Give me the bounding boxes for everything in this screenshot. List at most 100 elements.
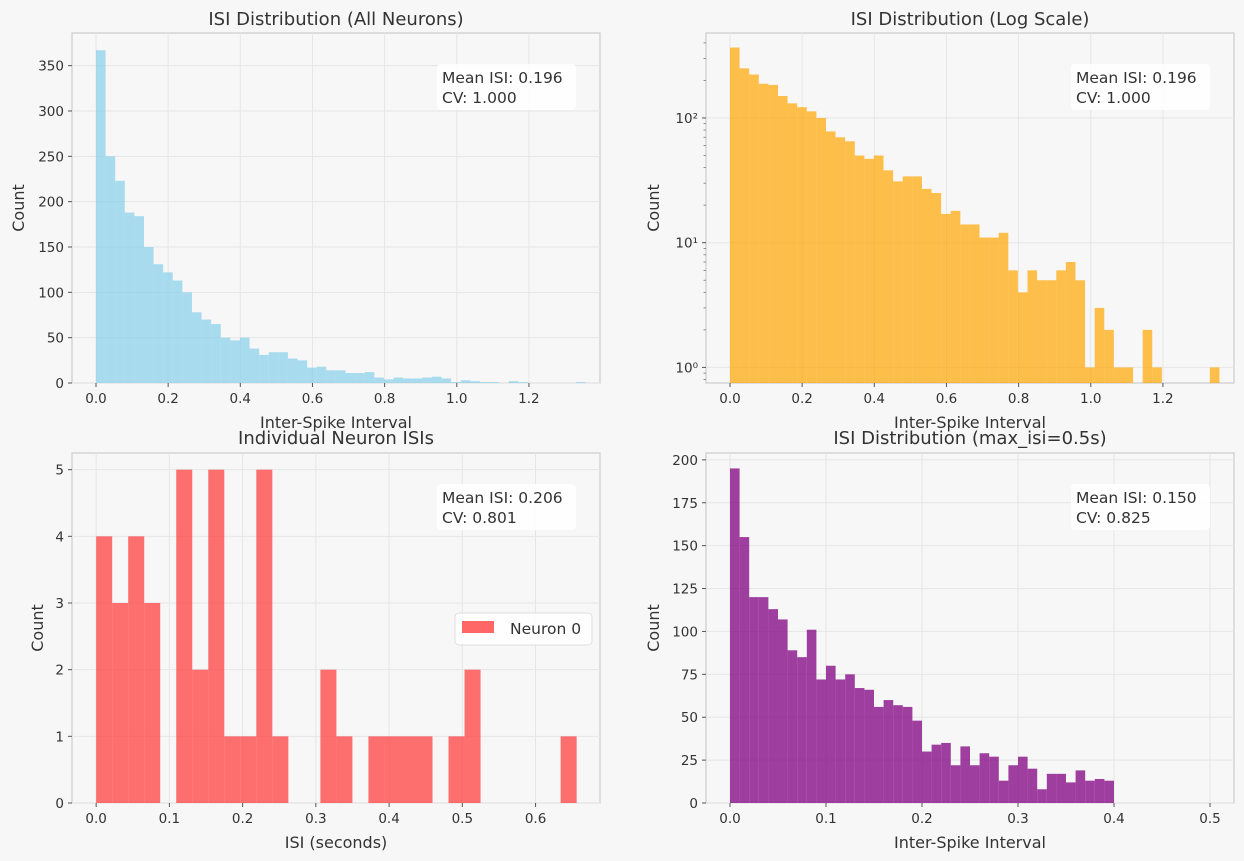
histogram-bar: [1046, 280, 1057, 383]
histogram-bar: [172, 280, 183, 383]
stats-box: Mean ISI: 0.206 CV: 0.801: [437, 484, 576, 530]
histogram-bar: [835, 679, 846, 803]
histogram-bar: [1113, 367, 1124, 383]
y-tick-label: 200: [672, 453, 698, 469]
x-tick-label: 0.2: [232, 811, 253, 827]
histogram-bar: [489, 382, 500, 383]
histogram-bar: [864, 158, 874, 383]
histogram-bar: [758, 83, 769, 383]
histogram-bar: [931, 193, 942, 383]
histogram-bar: [479, 382, 490, 383]
histogram-bar: [1046, 773, 1057, 803]
histogram-bar: [95, 50, 106, 384]
histogram-bar: [412, 378, 423, 383]
histogram-bar: [249, 348, 260, 383]
histogram-bar: [272, 736, 289, 803]
histogram-bar: [403, 378, 413, 383]
x-tick-label: 0.0: [85, 391, 106, 407]
histogram-bar: [902, 706, 913, 803]
histogram-bar: [163, 272, 173, 383]
histogram-bar: [115, 180, 125, 383]
x-tick-label: 0.1: [159, 811, 180, 827]
histogram-bar: [182, 292, 192, 383]
histogram-bar: [364, 372, 375, 383]
histogram-bar: [1152, 367, 1162, 383]
histogram-bar: [1056, 773, 1066, 803]
histogram-bar: [912, 720, 922, 803]
histogram-bar: [96, 536, 113, 803]
histogram-bar: [518, 382, 528, 383]
histogram-bar: [191, 312, 202, 383]
histogram-bar: [1075, 770, 1086, 803]
histogram-bar: [355, 373, 365, 383]
histogram-bar: [893, 705, 903, 803]
panel-max-isi: 0.0 0.1 0.2 0.3 0.4 0.5 0 25 50 75 100 125 150 175 200…: [644, 428, 1235, 852]
histogram-bar: [874, 706, 884, 803]
histogram-bar: [1065, 262, 1076, 383]
histogram-bar: [1123, 367, 1134, 383]
histogram-bar: [1066, 782, 1076, 803]
histogram-bar: [144, 603, 161, 803]
x-tick-label: 0.6: [525, 811, 546, 827]
x-tick-label: 0.5: [452, 811, 473, 827]
x-tick-label: 0.3: [1007, 811, 1028, 827]
y-axis-label: Count: [644, 604, 663, 652]
histogram-bar: [508, 381, 519, 383]
histogram-bar: [931, 744, 942, 803]
panel-individual-neuron: 0.0 0.1 0.2 0.3 0.4 0.5 0.6 0 1 2 3 4 5 Individual N…: [28, 428, 601, 852]
histogram-bar: [873, 155, 884, 383]
histogram-bar: [383, 379, 394, 383]
histogram-bar: [825, 131, 836, 383]
x-tick-label: 0.4: [378, 811, 399, 827]
legend-label: Neuron 0: [510, 620, 581, 638]
histogram-bars: [96, 469, 577, 803]
histogram-bar: [464, 669, 481, 803]
histogram-bar: [941, 213, 951, 383]
histogram-bar: [297, 360, 308, 383]
histogram-bar: [729, 47, 740, 384]
histogram-bar: [1008, 270, 1018, 383]
histogram-bar: [730, 468, 740, 803]
histogram-bar: [787, 650, 798, 803]
histogram-bar: [575, 382, 586, 383]
legend-swatch: [462, 621, 494, 633]
x-tick-label: 0.1: [815, 811, 836, 827]
x-axis-label: Inter-Spike Interval: [894, 413, 1046, 432]
chart-title: ISI Distribution (max_isi=0.5s): [833, 428, 1106, 449]
histogram-bar: [950, 210, 961, 383]
histogram-bar: [560, 736, 577, 803]
y-axis-label: Count: [644, 184, 663, 232]
legend: Neuron 0: [454, 612, 593, 646]
x-tick-label: 0.4: [1103, 811, 1124, 827]
histogram-bar: [287, 358, 298, 383]
histogram-bar: [451, 382, 461, 383]
histogram-bar: [979, 237, 990, 383]
y-tick-label: 150: [38, 240, 64, 256]
histogram-bar: [230, 340, 240, 383]
histogram-bar: [393, 377, 404, 383]
axis-ticks: 0.0 0.2 0.4 0.6 0.8 1.0 1.2 10⁰ 10¹ 10²: [675, 42, 1174, 407]
y-tick-label: 150: [672, 539, 698, 555]
x-tick-label: 0.2: [911, 811, 932, 827]
histogram-bar: [912, 176, 922, 383]
y-tick-label: 50: [47, 331, 64, 347]
mean-isi-text: Mean ISI: 0.196: [442, 69, 563, 87]
histogram-bar: [278, 352, 288, 383]
histogram-bar: [970, 765, 980, 803]
y-tick-label: 3: [55, 596, 64, 612]
x-tick-label: 1.2: [518, 391, 539, 407]
stats-box: Mean ISI: 0.196 CV: 1.000: [437, 64, 576, 110]
histogram-bar: [320, 669, 337, 803]
histogram-bar: [1209, 367, 1220, 383]
histogram-bar: [1027, 270, 1038, 383]
histogram-bar: [1008, 765, 1018, 803]
y-tick-label: 10¹: [675, 236, 698, 252]
x-tick-label: 0.6: [936, 391, 957, 407]
histogram-bar: [806, 629, 817, 803]
histogram-bar: [470, 381, 480, 383]
histogram-bar: [768, 84, 778, 383]
histogram-bar: [1037, 789, 1047, 803]
histogram-bar: [1037, 280, 1047, 383]
histogram-bar: [256, 469, 273, 803]
